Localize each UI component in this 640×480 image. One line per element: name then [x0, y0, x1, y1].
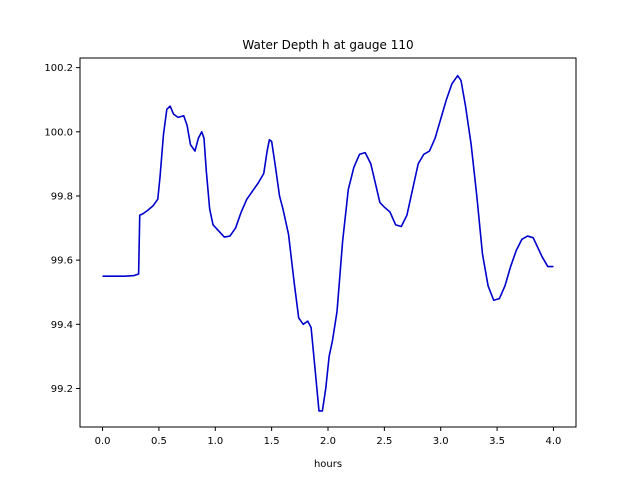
x-tick-label: 4.0: [546, 436, 562, 447]
series-layer: [102, 74, 554, 412]
x-tick-label: 3.0: [433, 436, 449, 447]
x-tick-label: 0.0: [95, 436, 111, 447]
y-tick-label: 99.4: [51, 320, 73, 331]
chart-title: Water Depth h at gauge 110: [242, 38, 413, 52]
y-tick-label: 99.8: [51, 191, 73, 202]
x-tick-label: 1.0: [207, 436, 223, 447]
x-tick-label: 2.5: [376, 436, 392, 447]
y-tick-label: 99.6: [51, 256, 73, 267]
x-axis-label: hours: [314, 459, 342, 470]
x-tick-label: 3.5: [489, 436, 505, 447]
x-tick-label: 2.0: [320, 436, 336, 447]
x-tick-label: 0.5: [151, 436, 167, 447]
y-tick-label: 99.2: [51, 384, 73, 395]
x-tick-label: 1.5: [264, 436, 280, 447]
x-axis-ticks: 0.0 0.5 1.0 1.5 2.0 2.5 3.0 3.5 4.0: [95, 427, 562, 447]
series-line-0: [102, 74, 554, 412]
y-tick-label: 100.2: [44, 63, 73, 74]
y-axis-ticks: 99.2 99.4 99.6 99.8 100.0 100.2: [44, 63, 80, 395]
y-tick-label: 100.0: [44, 127, 73, 138]
